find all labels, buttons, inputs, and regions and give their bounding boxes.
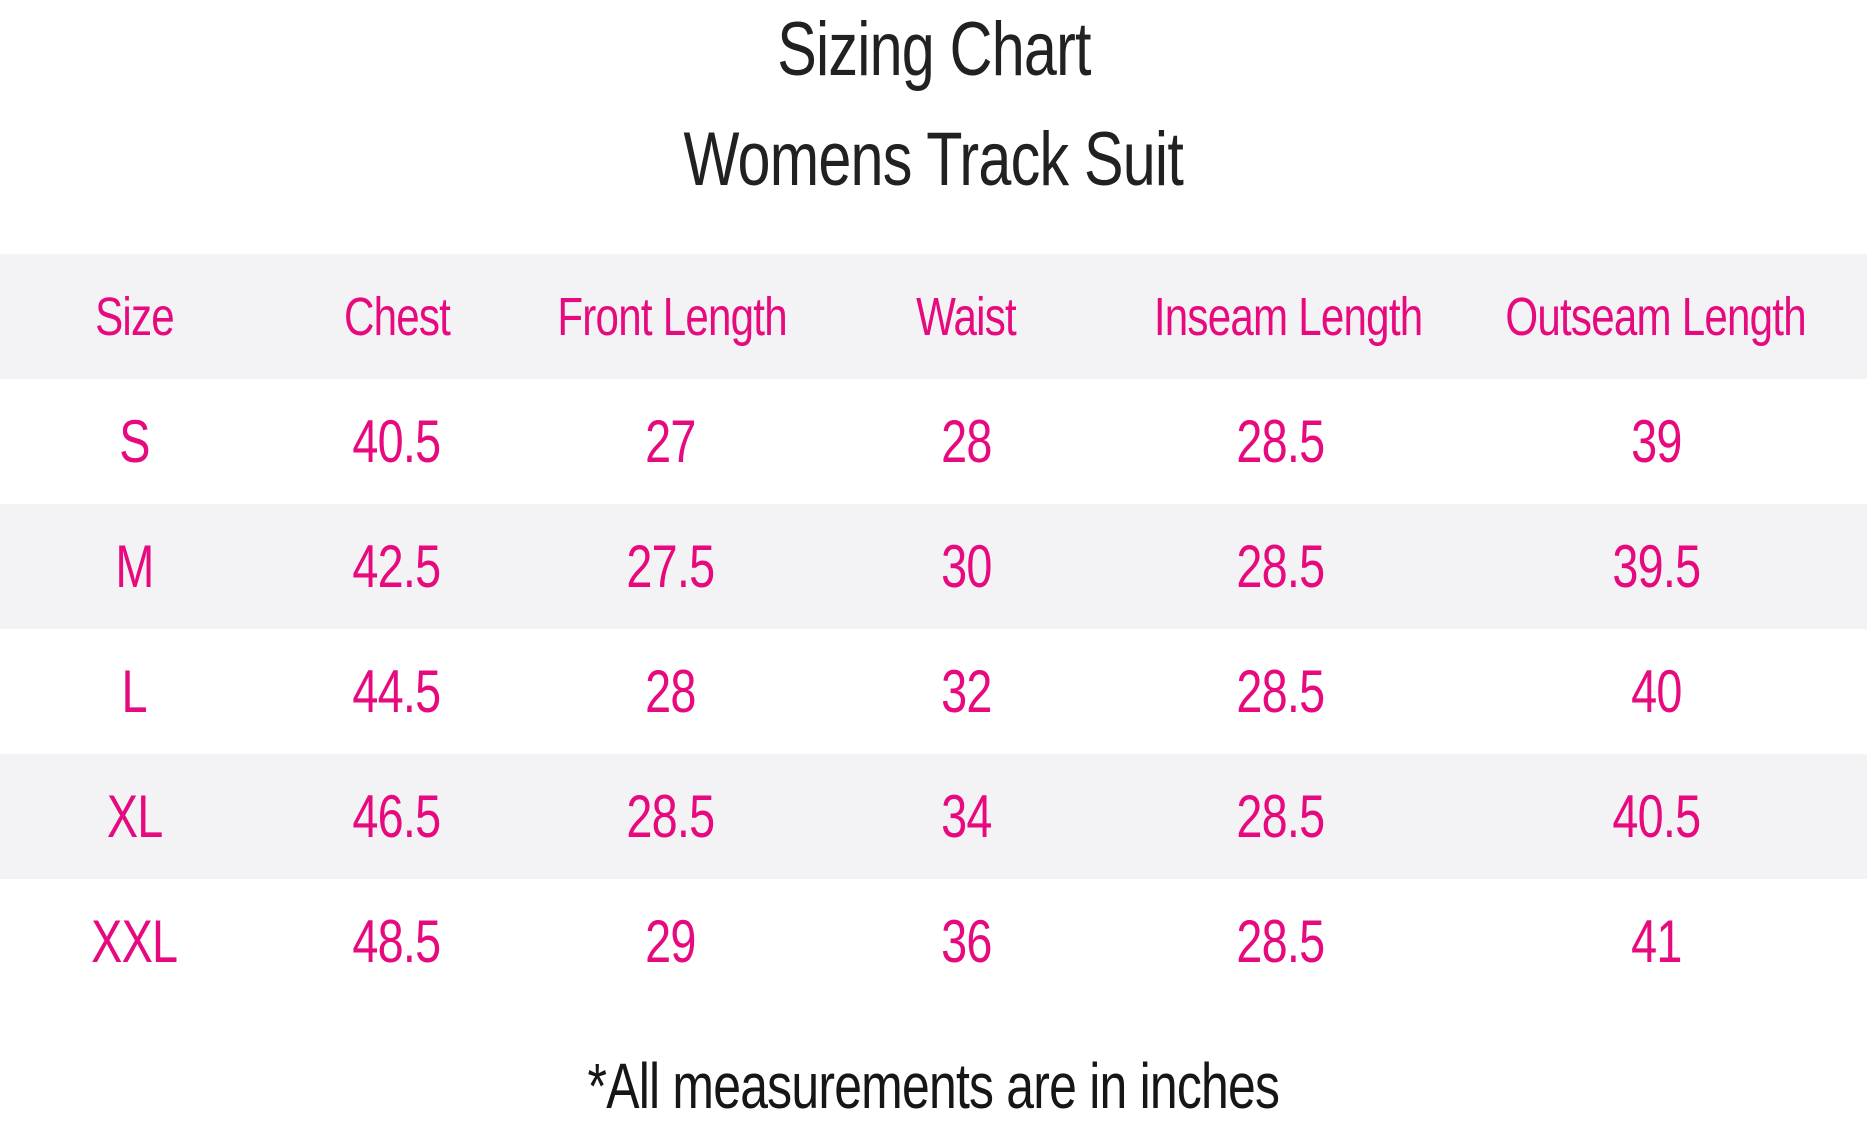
- cell-size: M: [0, 504, 269, 629]
- column-header-label: Size: [95, 286, 175, 347]
- table-row-l: L 44.5 28 32 28.5 40: [0, 629, 1867, 754]
- cell-value: 36: [940, 908, 992, 975]
- table-row-m: M 42.5 27.5 30 28.5 39.5: [0, 504, 1867, 629]
- column-header-chest: Chest: [269, 254, 525, 379]
- cell-outseam-length: 39.5: [1445, 504, 1867, 629]
- cell-inseam-length: 28.5: [1116, 504, 1445, 629]
- cell-value: 28.5: [626, 783, 715, 850]
- table-row-xl: XL 46.5 28.5 34 28.5 40.5: [0, 754, 1867, 879]
- cell-value: 34: [940, 783, 992, 850]
- cell-waist: 28: [816, 379, 1117, 504]
- cell-value: 44.5: [352, 658, 442, 725]
- cell-size: XL: [0, 754, 269, 879]
- cell-value: M: [115, 533, 154, 600]
- measurement-units-note-text: *All measurements are in inches: [587, 1050, 1280, 1122]
- cell-outseam-length: 40.5: [1445, 754, 1867, 879]
- column-header-label: Outseam Length: [1505, 286, 1807, 347]
- cell-outseam-length: 40: [1445, 629, 1867, 754]
- cell-value: 41: [1630, 908, 1682, 975]
- cell-front-length: 27: [525, 379, 816, 504]
- cell-value: 32: [940, 658, 992, 725]
- cell-value: 28.5: [1236, 658, 1326, 725]
- cell-value: 40: [1630, 658, 1682, 725]
- cell-value: 39: [1630, 408, 1682, 475]
- column-header-waist: Waist: [816, 254, 1117, 379]
- page-subtitle-text: Womens Track Suit: [683, 117, 1184, 202]
- cell-value: 28: [940, 408, 992, 475]
- cell-chest: 42.5: [269, 504, 525, 629]
- cell-chest: 48.5: [269, 879, 525, 1004]
- cell-value: XXL: [91, 908, 178, 975]
- page-title-text: Sizing Chart: [776, 7, 1091, 92]
- column-header-outseam-length: Outseam Length: [1445, 254, 1867, 379]
- page-subtitle: Womens Track Suit: [0, 122, 1867, 198]
- cell-value: L: [121, 658, 148, 725]
- cell-inseam-length: 28.5: [1116, 879, 1445, 1004]
- cell-chest: 44.5: [269, 629, 525, 754]
- column-header-label: Chest: [343, 286, 451, 347]
- column-header-label: Inseam Length: [1154, 286, 1423, 347]
- cell-value: 28: [644, 658, 696, 725]
- cell-value: 29: [644, 908, 696, 975]
- cell-value: 27.5: [626, 533, 715, 600]
- column-header-label: Waist: [916, 286, 1017, 347]
- cell-value: 46.5: [352, 783, 442, 850]
- cell-front-length: 28.5: [525, 754, 816, 879]
- cell-value: 28.5: [1236, 408, 1326, 475]
- cell-value: 28.5: [1236, 533, 1326, 600]
- cell-value: 40.5: [1612, 783, 1701, 850]
- cell-front-length: 29: [525, 879, 816, 1004]
- column-header-inseam-length: Inseam Length: [1116, 254, 1445, 379]
- table-row-s: S 40.5 27 28 28.5 39: [0, 379, 1867, 504]
- table-header-row: Size Chest Front Length Waist Inseam Len…: [0, 254, 1867, 379]
- cell-value: 27: [644, 408, 696, 475]
- cell-waist: 36: [816, 879, 1117, 1004]
- cell-size: L: [0, 629, 269, 754]
- column-header-size: Size: [0, 254, 269, 379]
- cell-waist: 34: [816, 754, 1117, 879]
- sizing-table: Size Chest Front Length Waist Inseam Len…: [0, 254, 1867, 1004]
- page-title: Sizing Chart: [0, 0, 1867, 88]
- cell-value: 40.5: [352, 408, 442, 475]
- cell-front-length: 27.5: [525, 504, 816, 629]
- cell-value: 28.5: [1236, 783, 1326, 850]
- cell-inseam-length: 28.5: [1116, 754, 1445, 879]
- cell-waist: 32: [816, 629, 1117, 754]
- cell-size: XXL: [0, 879, 269, 1004]
- column-header-front-length: Front Length: [525, 254, 816, 379]
- cell-value: 28.5: [1236, 908, 1326, 975]
- cell-outseam-length: 39: [1445, 379, 1867, 504]
- cell-inseam-length: 28.5: [1116, 629, 1445, 754]
- cell-inseam-length: 28.5: [1116, 379, 1445, 504]
- cell-size: S: [0, 379, 269, 504]
- cell-front-length: 28: [525, 629, 816, 754]
- cell-chest: 46.5: [269, 754, 525, 879]
- cell-outseam-length: 41: [1445, 879, 1867, 1004]
- cell-value: S: [119, 408, 150, 475]
- cell-chest: 40.5: [269, 379, 525, 504]
- column-header-label: Front Length: [556, 286, 787, 347]
- measurement-units-note: *All measurements are in inches: [0, 1054, 1867, 1118]
- cell-value: 39.5: [1612, 533, 1701, 600]
- cell-value: 42.5: [352, 533, 442, 600]
- table-row-xxl: XXL 48.5 29 36 28.5 41: [0, 879, 1867, 1004]
- cell-waist: 30: [816, 504, 1117, 629]
- cell-value: 30: [940, 533, 992, 600]
- cell-value: XL: [106, 783, 163, 850]
- cell-value: 48.5: [352, 908, 442, 975]
